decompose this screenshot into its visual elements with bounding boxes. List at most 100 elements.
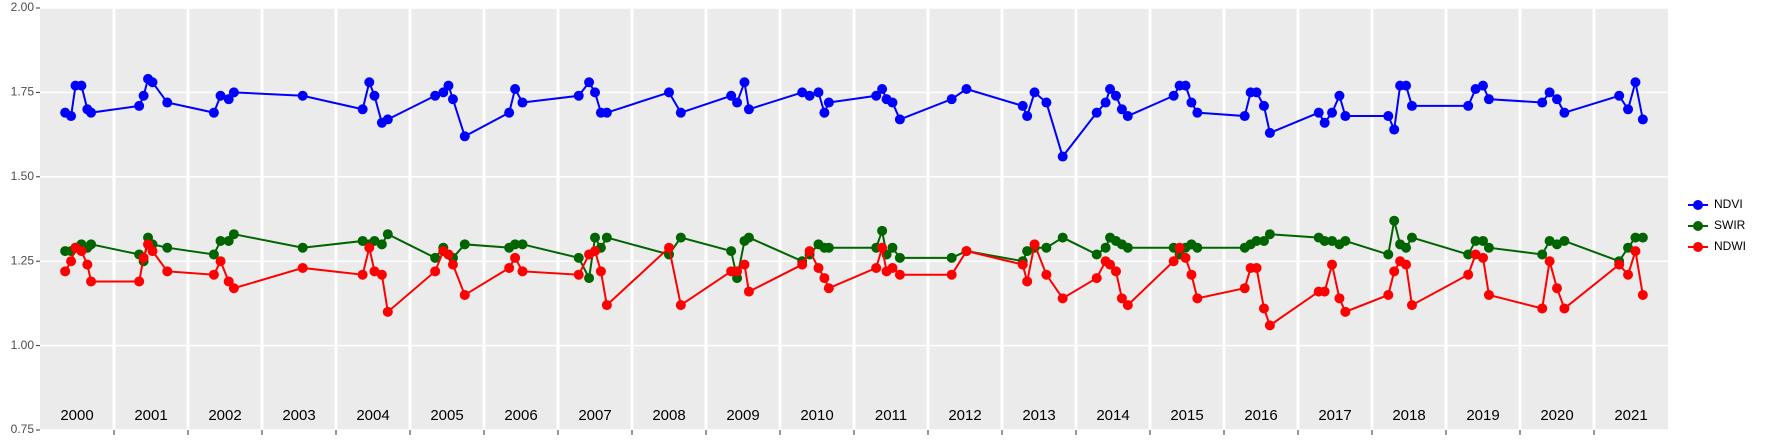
data-point (1029, 239, 1040, 250)
data-point (1478, 80, 1488, 91)
data-point (162, 242, 173, 253)
data-point (961, 246, 972, 257)
data-point (1389, 266, 1400, 277)
data-point (573, 90, 584, 101)
data-point (1017, 100, 1028, 111)
y-tick-label: 1.25 (11, 253, 35, 267)
data-point (147, 77, 158, 88)
data-point (1264, 320, 1275, 331)
data-point (364, 242, 375, 253)
data-point (871, 262, 882, 273)
data-point (1110, 266, 1121, 277)
data-point (1630, 77, 1641, 88)
data-point (1383, 111, 1394, 122)
data-point (443, 249, 454, 260)
year-label: 2020 (1540, 407, 1573, 424)
year-label: 2019 (1466, 407, 1499, 424)
data-point (601, 107, 612, 118)
data-point (510, 252, 521, 263)
data-point (76, 80, 87, 91)
data-point (223, 235, 234, 246)
year-label: 2008 (652, 407, 685, 424)
data-point (369, 90, 380, 101)
data-point (1401, 259, 1412, 270)
legend-label: SWIR (1714, 218, 1746, 232)
data-point (946, 269, 957, 280)
data-point (664, 87, 674, 98)
data-point (134, 100, 145, 111)
data-point (1483, 242, 1494, 253)
data-point (1313, 107, 1324, 118)
data-point (1041, 269, 1052, 280)
data-point (1105, 259, 1116, 270)
data-point (1122, 242, 1133, 253)
data-point (1470, 235, 1481, 246)
data-point (726, 90, 737, 101)
data-point (60, 266, 71, 277)
data-point (1100, 242, 1111, 253)
data-point (813, 262, 824, 273)
data-point (823, 283, 834, 294)
year-label: 2007 (578, 407, 611, 424)
data-point (215, 90, 226, 101)
data-point (946, 252, 957, 263)
data-point (1116, 104, 1127, 115)
data-point (1623, 104, 1634, 115)
data-point (1168, 90, 1179, 101)
data-point (1401, 80, 1412, 91)
data-point (946, 94, 957, 105)
data-point (1483, 94, 1494, 105)
data-point (86, 107, 97, 118)
data-point (1319, 286, 1330, 297)
data-point (584, 273, 595, 284)
year-label: 2005 (430, 407, 463, 424)
data-point (438, 87, 449, 98)
data-point (1614, 90, 1625, 101)
data-point (76, 246, 87, 257)
data-point (813, 87, 824, 98)
data-point (1340, 235, 1351, 246)
data-point (1091, 273, 1102, 284)
data-point (823, 97, 834, 108)
data-point (590, 246, 600, 257)
data-point (894, 269, 905, 280)
data-point (1406, 300, 1417, 311)
data-point (1192, 242, 1203, 253)
data-point (1057, 293, 1068, 304)
data-point (215, 235, 226, 246)
data-point (162, 97, 173, 108)
data-point (1122, 300, 1133, 311)
year-label: 2015 (1170, 407, 1203, 424)
data-point (517, 97, 528, 108)
data-point (1319, 117, 1330, 128)
data-point (1251, 262, 1262, 273)
data-point (376, 269, 387, 280)
data-point (743, 104, 754, 115)
data-point (877, 242, 888, 253)
data-point (1630, 232, 1641, 243)
data-point (215, 256, 226, 267)
data-point (162, 266, 173, 277)
data-point (601, 232, 612, 243)
data-point (877, 84, 888, 95)
data-point (1116, 293, 1127, 304)
year-label: 2004 (356, 407, 389, 424)
data-point (357, 104, 368, 115)
data-point (66, 111, 77, 122)
data-point (82, 259, 93, 270)
data-point (1544, 256, 1555, 267)
data-point (1614, 259, 1625, 270)
data-point (1406, 100, 1417, 111)
data-point (894, 252, 905, 263)
data-point (430, 266, 441, 277)
data-point (1637, 289, 1648, 300)
data-point (1186, 97, 1197, 108)
data-point (447, 94, 458, 105)
data-point (743, 232, 754, 243)
data-point (1180, 80, 1191, 91)
data-point (443, 80, 454, 91)
data-point (1192, 107, 1203, 118)
data-point (675, 107, 686, 118)
data-point (1559, 235, 1570, 246)
